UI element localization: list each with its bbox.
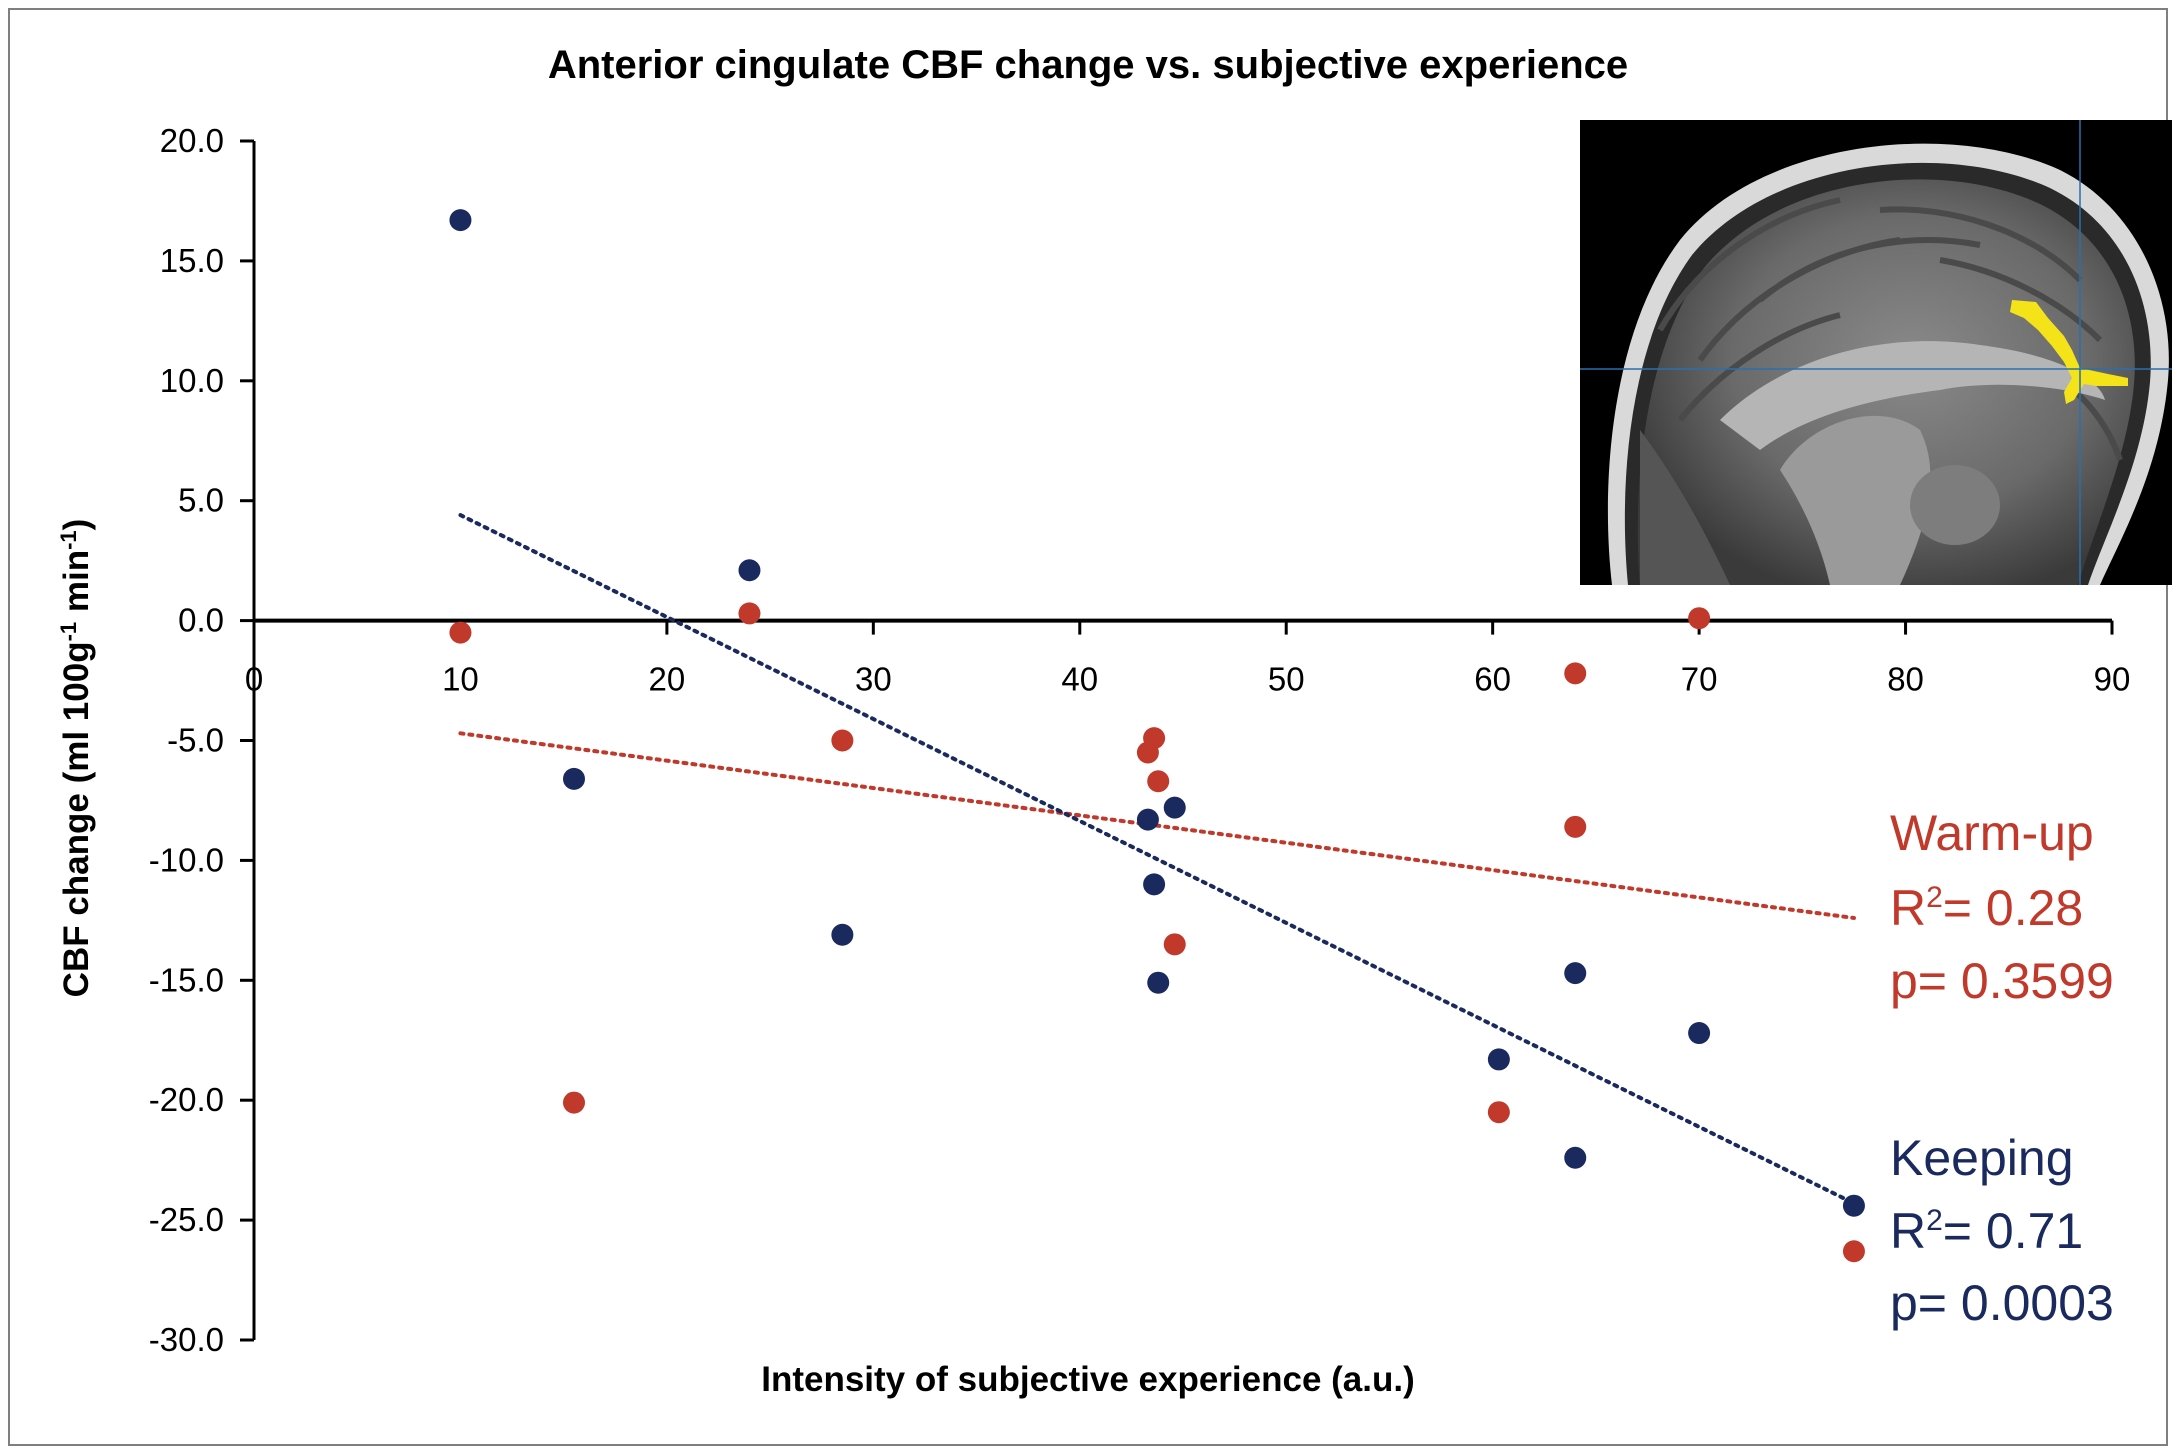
warmup-data-point bbox=[449, 621, 472, 644]
x-tick-label: 10 bbox=[442, 661, 479, 698]
x-tick-label: 60 bbox=[1474, 661, 1511, 698]
x-tick-label: 80 bbox=[1887, 661, 1924, 698]
warmup-data-point bbox=[1163, 933, 1186, 956]
keeping-r2: R2= 0.71 bbox=[1890, 1203, 2083, 1259]
keeping-data-point bbox=[1842, 1194, 1865, 1217]
warmup-data-point bbox=[1564, 815, 1587, 838]
y-tick-label: 0.0 bbox=[178, 602, 224, 639]
y-tick-label: -25.0 bbox=[149, 1201, 224, 1238]
keeping-data-point bbox=[1564, 962, 1587, 985]
keeping-data-point bbox=[1564, 1146, 1587, 1169]
keeping-data-point bbox=[1147, 971, 1170, 994]
x-tick-label: 70 bbox=[1681, 661, 1718, 698]
warmup-r2: R2= 0.28 bbox=[1890, 880, 2083, 936]
keeping-data-point bbox=[831, 923, 854, 946]
warmup-p-value: p= 0.3599 bbox=[1890, 953, 2114, 1009]
keeping-p-value: p= 0.0003 bbox=[1890, 1275, 2114, 1331]
keeping-trendline bbox=[458, 513, 1856, 1206]
trendlines bbox=[458, 513, 1856, 1206]
warmup-label: Warm-up bbox=[1890, 805, 2094, 861]
y-axis-ticks: 20.0 15.0 10.0 5.0 0.0 -5.0 -10.0 -15.0 -20.0 -25… bbox=[149, 122, 254, 1358]
warmup-data-point bbox=[1147, 770, 1170, 793]
warmup-data-point bbox=[1487, 1101, 1510, 1124]
x-axis-title: Intensity of subjective experience (a.u.… bbox=[761, 1360, 1415, 1399]
x-tick-label: 20 bbox=[649, 661, 686, 698]
keeping-data-point bbox=[562, 767, 585, 790]
keeping-annotation: Keeping R2= 0.71 p= 0.0003 bbox=[1890, 1130, 2114, 1331]
brain-mri-inset bbox=[1580, 120, 2172, 585]
keeping-label: Keeping bbox=[1890, 1130, 2074, 1186]
data-points bbox=[449, 209, 1865, 1263]
x-tick-label: 90 bbox=[2094, 661, 2131, 698]
warmup-data-point bbox=[1143, 727, 1166, 750]
y-tick-label: 5.0 bbox=[178, 482, 224, 519]
y-tick-label: -5.0 bbox=[167, 722, 224, 759]
warmup-data-point bbox=[562, 1091, 585, 1114]
y-tick-label: 10.0 bbox=[160, 362, 224, 399]
y-tick-label: -15.0 bbox=[149, 961, 224, 998]
x-tick-label: 50 bbox=[1268, 661, 1305, 698]
y-axis-title: CBF change (ml 100g-1 min-1) bbox=[56, 519, 96, 998]
warmup-data-point bbox=[1842, 1240, 1865, 1263]
x-tick-label: 40 bbox=[1061, 661, 1098, 698]
keeping-data-point bbox=[1136, 808, 1159, 831]
warmup-trendline bbox=[458, 731, 1856, 920]
keeping-data-point bbox=[738, 559, 761, 582]
x-tick-label: 30 bbox=[855, 661, 892, 698]
warmup-annotation: Warm-up R2= 0.28 p= 0.3599 bbox=[1890, 805, 2114, 1009]
y-tick-label: 20.0 bbox=[160, 122, 224, 159]
warmup-data-point bbox=[738, 602, 761, 625]
y-tick-label: -30.0 bbox=[149, 1321, 224, 1358]
keeping-data-point bbox=[449, 209, 472, 232]
keeping-data-point bbox=[1143, 873, 1166, 896]
warmup-data-point bbox=[1564, 662, 1587, 685]
keeping-data-point bbox=[1163, 796, 1186, 819]
keeping-data-point bbox=[1487, 1048, 1510, 1071]
warmup-data-point bbox=[831, 729, 854, 752]
keeping-data-point bbox=[1688, 1022, 1711, 1045]
y-tick-label: -10.0 bbox=[149, 841, 224, 878]
y-tick-label: -20.0 bbox=[149, 1081, 224, 1118]
warmup-data-point bbox=[1688, 607, 1711, 630]
chart-title: Anterior cingulate CBF change vs. subjec… bbox=[548, 43, 1628, 87]
y-tick-label: 15.0 bbox=[160, 242, 224, 279]
